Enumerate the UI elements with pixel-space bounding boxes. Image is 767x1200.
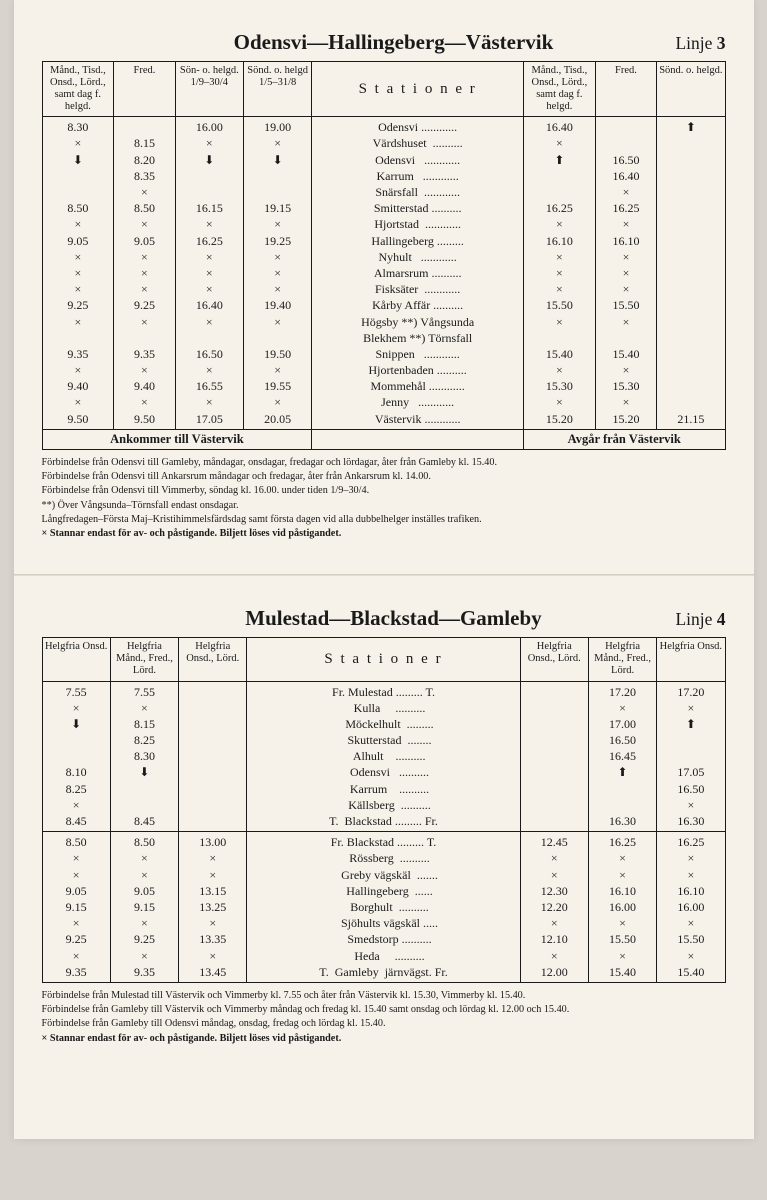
route-title-3: Odensvi—Hallingeberg—Västervik	[112, 30, 676, 55]
h4-0: Helgfria Onsd.	[42, 638, 110, 681]
body-row-4a: 7.55 × ⬇ 8.10 8.25 × 8.45 7.55 × 8.15 8.…	[42, 681, 725, 832]
t3-c7: ⬆ 21.15	[657, 117, 725, 430]
t4a-c4	[520, 681, 588, 832]
h4-1: Helgfria Månd., Fred., Lörd.	[110, 638, 178, 681]
line-label-4: Linje 4	[675, 609, 725, 630]
timetable-3: Månd., Tisd., Onsd., Lörd., samt dag f. …	[42, 61, 726, 450]
t4a-c3	[179, 681, 247, 832]
line-label-3: Linje 3	[675, 33, 725, 54]
h3-7: Sönd. o. helgd.	[657, 62, 725, 117]
h3-stationer: S t a t i o n e r	[312, 62, 524, 117]
header-row: Månd., Tisd., Onsd., Lörd., samt dag f. …	[42, 62, 725, 117]
body-row-4b: 8.50 × × 9.05 9.15 × 9.25 × 9.35 8.50 × …	[42, 832, 725, 983]
t4b-c1: 8.50 × × 9.05 9.15 × 9.25 × 9.35	[42, 832, 110, 983]
t3-c3: 16.00 × ⬇ 16.15 × 16.25 × × × 16.40 × 16…	[175, 117, 243, 430]
t4b-c2: 8.50 × × 9.05 9.15 × 9.25 × 9.35	[110, 832, 178, 983]
t4a-c6: 17.20 × ⬆ 17.05 16.50 × 16.30	[657, 681, 725, 832]
timetable-4: Helgfria Onsd. Helgfria Månd., Fred., Lö…	[42, 637, 726, 983]
route-title-4: Mulestad—Blackstad—Gamleby	[112, 606, 676, 631]
note: × Stannar endast för av- och påstigande.…	[42, 1032, 726, 1045]
t3-c1: 8.30 × ⬇ 8.50 × 9.05 × × × 9.25 × 9.35 ×…	[42, 117, 114, 430]
t3-c2: 8.15 8.20 8.35 × 8.50 × 9.05 × × × 9.25 …	[114, 117, 175, 430]
h3-5: Månd., Tisd., Onsd., Lörd., samt dag f. …	[524, 62, 596, 117]
h4-5: Helgfria Månd., Fred., Lörd.	[588, 638, 656, 681]
h3-1: Fred.	[114, 62, 175, 117]
notes-4: Förbindelse från Mulestad till Västervik…	[42, 989, 726, 1045]
t4b-c5: 16.25 × × 16.10 16.00 × 15.50 × 15.40	[588, 832, 656, 983]
t4a-c2: 7.55 × 8.15 8.25 8.30 ⬇ 8.45	[110, 681, 178, 832]
h4-6: Helgfria Onsd.	[657, 638, 725, 681]
h3-6: Fred.	[595, 62, 656, 117]
t3-c4: 19.00 × ⬇ 19.15 × 19.25 × × × 19.40 × 19…	[243, 117, 311, 430]
title-row-3: Odensvi—Hallingeberg—Västervik Linje 3	[42, 30, 726, 55]
note: Förbindelse från Mulestad till Västervik…	[42, 989, 726, 1002]
h4-2: Helgfria Onsd., Lörd.	[179, 638, 247, 681]
foot-row-3: Ankommer till Västervik Avgår från Väste…	[42, 429, 725, 449]
note: Långfredagen–Första Maj–Kristihimmelsfär…	[42, 513, 726, 526]
note: Förbindelse från Odensvi till Gamleby, m…	[42, 456, 726, 469]
h3-3: Sönd. o. helgd 1/5–31/8	[243, 62, 311, 117]
h3-0: Månd., Tisd., Onsd., Lörd., samt dag f. …	[42, 62, 114, 117]
note: Förbindelse från Odensvi till Vimmerby, …	[42, 484, 726, 497]
notes-3: Förbindelse från Odensvi till Gamleby, m…	[42, 456, 726, 541]
note: Förbindelse från Gamleby till Västervik …	[42, 1003, 726, 1016]
note: Förbindelse från Odensvi till Ankarsrum …	[42, 470, 726, 483]
t3-c6: 16.50 16.40 × 16.25 × 16.10 × × × 15.50 …	[595, 117, 656, 430]
t4b-stations: Fr. Blackstad ......... T. Rössberg ....…	[247, 832, 520, 983]
t4b-c3: 13.00 × × 13.15 13.25 × 13.35 × 13.45	[179, 832, 247, 983]
body-row-3: 8.30 × ⬇ 8.50 × 9.05 × × × 9.25 × 9.35 ×…	[42, 117, 725, 430]
note: **) Över Vångsunda–Törnsfall endast onsd…	[42, 499, 726, 512]
t3-stations: Odensvi ............ Värdshuset ........…	[312, 117, 524, 430]
t3-c5: 16.40 × ⬆ 16.25 × 16.10 × × × 15.50 × 15…	[524, 117, 596, 430]
t4b-c6: 16.25 × × 16.10 16.00 × 15.50 × 15.40	[657, 832, 725, 983]
h3-2: Sön- o. helgd. 1/9–30/4	[175, 62, 243, 117]
note: Förbindelse från Gamleby till Odensvi må…	[42, 1017, 726, 1030]
t4a-c1: 7.55 × ⬇ 8.10 8.25 × 8.45	[42, 681, 110, 832]
foot-right-3: Avgår från Västervik	[524, 429, 725, 449]
t4a-c5: 17.20 × 17.00 16.50 16.45 ⬆ 16.30	[588, 681, 656, 832]
note: × Stannar endast för av- och påstigande.…	[42, 527, 726, 540]
page-fold	[14, 574, 754, 576]
page: Odensvi—Hallingeberg—Västervik Linje 3 M…	[14, 0, 754, 1139]
title-row-4: Mulestad—Blackstad—Gamleby Linje 4	[42, 606, 726, 631]
h4-4: Helgfria Onsd., Lörd.	[520, 638, 588, 681]
foot-left-3: Ankommer till Västervik	[42, 429, 312, 449]
t4b-c4: 12.45 × × 12.30 12.20 × 12.10 × 12.00	[520, 832, 588, 983]
header-row: Helgfria Onsd. Helgfria Månd., Fred., Lö…	[42, 638, 725, 681]
h4-stationer: S t a t i o n e r	[247, 638, 520, 681]
t4a-stations: Fr. Mulestad ......... T. Kulla ........…	[247, 681, 520, 832]
